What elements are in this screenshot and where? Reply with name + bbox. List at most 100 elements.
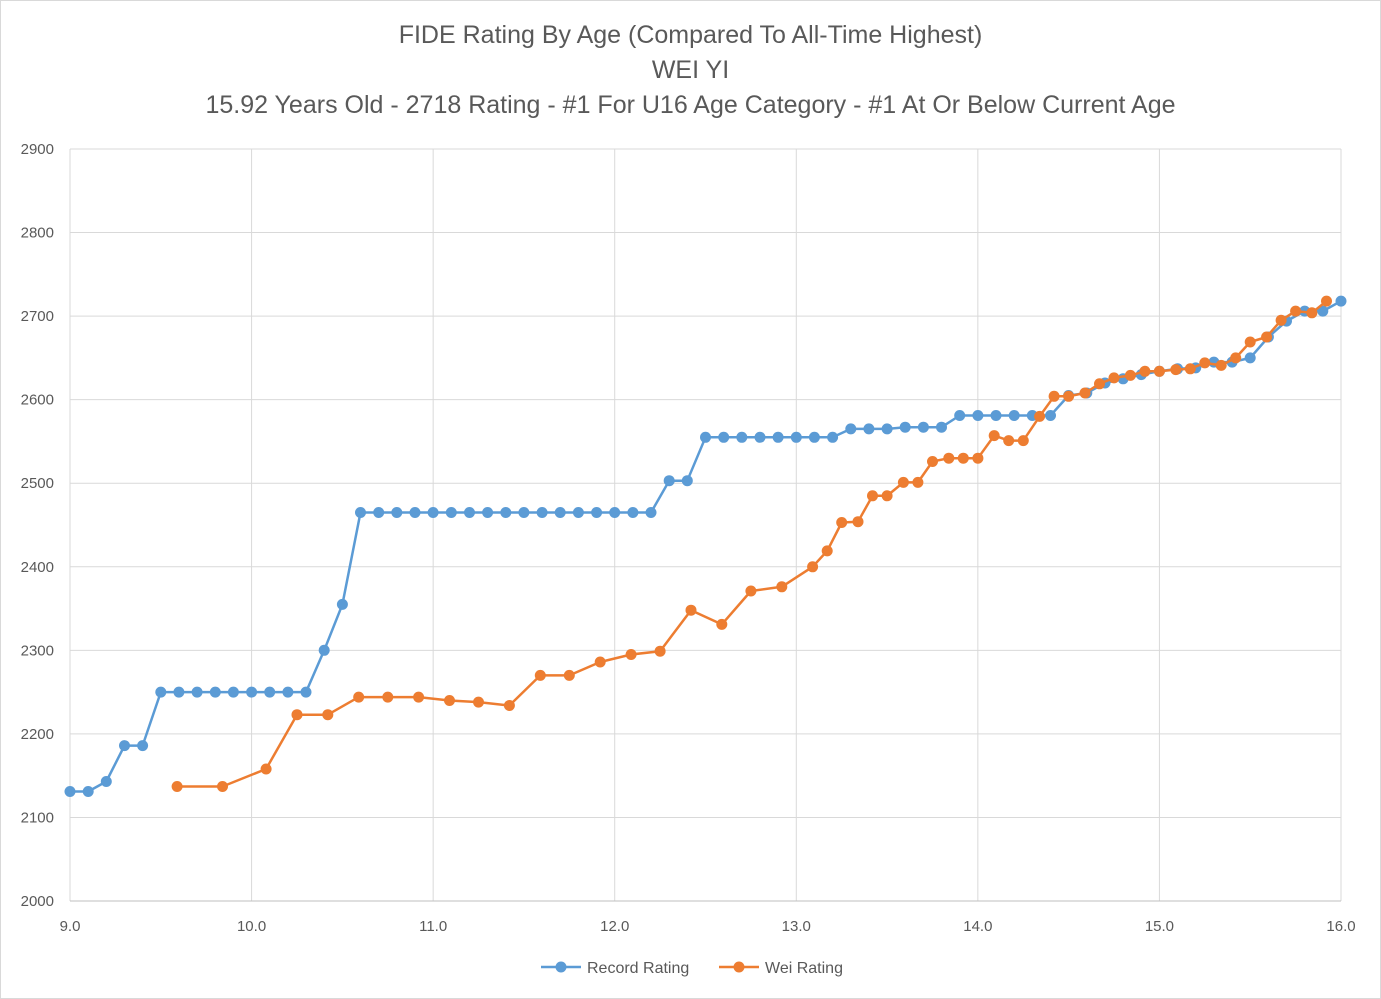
data-point — [899, 421, 911, 433]
data-point — [776, 581, 788, 593]
data-point — [736, 431, 748, 443]
data-point — [645, 507, 657, 518]
data-point — [1108, 372, 1120, 384]
data-point — [927, 456, 938, 467]
data-point — [990, 410, 1002, 421]
data-point — [482, 507, 494, 518]
data-point — [685, 604, 697, 616]
data-point — [972, 452, 984, 464]
data-point — [754, 431, 766, 443]
data-point — [64, 786, 76, 797]
data-point — [845, 423, 857, 435]
data-point — [627, 507, 639, 518]
data-point — [353, 691, 365, 703]
data-point — [282, 686, 294, 698]
data-point — [227, 686, 239, 698]
data-point — [1034, 410, 1046, 422]
data-point — [936, 421, 947, 433]
data-point — [191, 686, 203, 698]
data-point — [1170, 364, 1182, 376]
data-point — [609, 507, 621, 518]
legend: Record Rating Wei Rating — [541, 960, 843, 977]
data-point — [563, 669, 575, 681]
data-point — [554, 507, 566, 518]
x-tick-label: 12.0 — [600, 918, 629, 935]
x-tick-label: 13.0 — [782, 918, 811, 935]
data-point — [821, 545, 833, 557]
data-point — [119, 740, 130, 752]
data-point — [1017, 435, 1029, 447]
data-point — [1321, 295, 1332, 307]
data-point — [954, 410, 966, 421]
data-point — [427, 507, 439, 518]
y-tick-label: 2700 — [21, 308, 54, 325]
data-point — [881, 490, 893, 502]
data-point — [173, 686, 185, 698]
y-tick-label: 2600 — [21, 392, 54, 409]
data-point — [912, 476, 924, 488]
data-point — [1306, 307, 1318, 319]
legend-item: Record Rating — [541, 960, 689, 977]
data-point — [209, 686, 221, 698]
data-point — [264, 686, 276, 698]
data-point — [1290, 305, 1302, 317]
y-tick-label: 2800 — [21, 225, 54, 242]
data-point — [1063, 390, 1075, 402]
data-point — [957, 452, 969, 464]
data-point — [336, 598, 348, 610]
y-tick-label: 2500 — [21, 475, 54, 492]
data-point — [654, 645, 666, 657]
data-point — [1199, 357, 1211, 369]
data-point — [988, 430, 1000, 442]
data-point — [300, 686, 312, 698]
data-point — [473, 696, 484, 708]
data-point — [827, 431, 839, 443]
data-point — [217, 781, 228, 792]
data-point — [1124, 369, 1136, 381]
data-point — [155, 686, 167, 698]
data-point — [790, 431, 802, 443]
data-point — [867, 490, 878, 502]
data-point — [1079, 387, 1091, 399]
data-point — [1261, 331, 1273, 343]
data-point — [260, 763, 272, 775]
data-point — [1335, 295, 1347, 307]
data-point — [518, 507, 530, 518]
data-point — [1008, 410, 1020, 421]
data-point — [1244, 352, 1256, 364]
legend-label: Record Rating — [587, 960, 689, 977]
data-point — [716, 618, 728, 630]
data-point — [1048, 390, 1060, 402]
y-tick-label: 2000 — [21, 893, 54, 910]
series-line — [177, 300, 1328, 788]
data-point — [772, 431, 784, 443]
data-point — [807, 561, 819, 573]
data-point — [718, 431, 730, 443]
y-tick-label: 2200 — [21, 726, 54, 743]
chart-titles: FIDE Rating By Age (Compared To All-Time… — [0, 18, 1381, 123]
legend-marker — [555, 961, 567, 973]
data-point — [972, 410, 984, 421]
series-wei-rating — [171, 295, 1332, 792]
data-point — [1317, 305, 1329, 317]
data-point — [464, 507, 475, 518]
data-point — [137, 740, 149, 752]
y-tick-label: 2100 — [21, 809, 54, 826]
data-point — [1045, 410, 1056, 421]
data-point — [897, 476, 909, 488]
series-line — [70, 300, 1342, 793]
data-point — [917, 421, 929, 433]
y-tick-label: 2400 — [21, 559, 54, 576]
chart-title: FIDE Rating By Age (Compared To All-Time… — [398, 21, 983, 49]
data-point — [355, 507, 366, 518]
data-point — [591, 507, 603, 518]
data-point — [572, 507, 584, 518]
data-point — [322, 709, 334, 721]
x-tick-label: 14.0 — [963, 918, 992, 935]
data-point — [1275, 314, 1287, 326]
data-point — [246, 686, 258, 698]
data-point — [318, 644, 330, 656]
x-tick-label: 15.0 — [1145, 918, 1174, 935]
data-point — [534, 669, 546, 681]
